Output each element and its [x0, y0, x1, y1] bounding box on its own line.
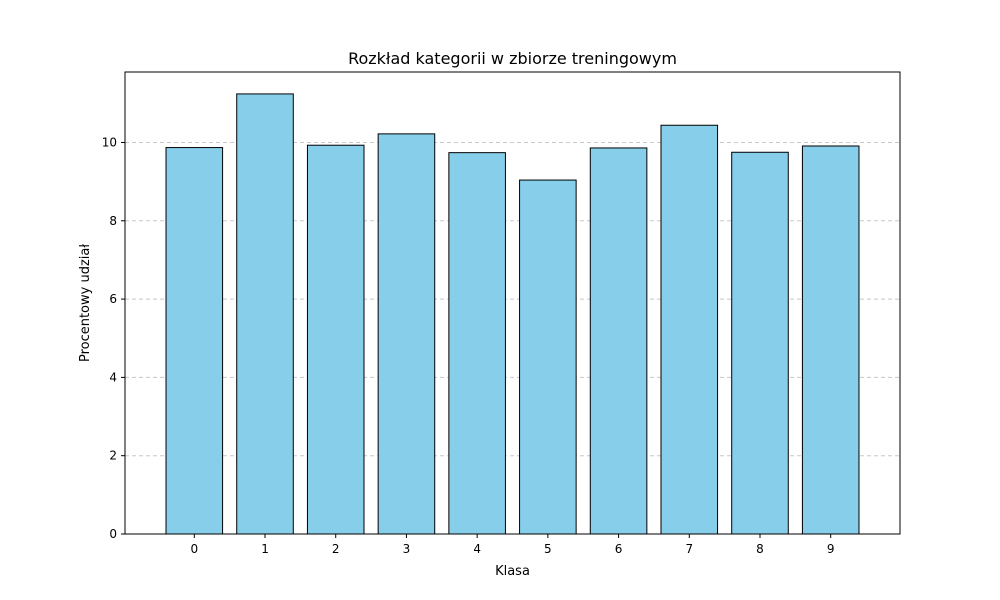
y-axis-ticks: 0 2 4 6 8 10	[102, 135, 125, 541]
bar-5	[519, 179, 577, 535]
chart-title: Rozkład kategorii w zbiorze treningowym	[348, 49, 677, 68]
bar-2	[306, 144, 365, 535]
y-tick-label: 2	[109, 449, 117, 463]
y-tick-label: 10	[102, 135, 117, 149]
x-tick-label: 9	[827, 542, 835, 556]
x-axis-ticks: 0 1 2 3 4 5 6 7 8 9	[190, 534, 835, 556]
plot-frame	[124, 71, 901, 535]
bar-4	[448, 152, 506, 535]
x-tick-label: 0	[190, 542, 198, 556]
y-tick-label: 4	[109, 370, 117, 384]
x-tick-label: 7	[685, 542, 693, 556]
x-tick-label: 4	[473, 542, 481, 556]
x-axis-label: Klasa	[495, 564, 530, 579]
bar-9	[801, 145, 860, 535]
bar-0	[165, 147, 224, 535]
x-tick-label: 1	[261, 542, 269, 556]
y-tick-label: 6	[109, 292, 117, 306]
y-tick-label: 0	[109, 527, 117, 541]
x-tick-label: 8	[756, 542, 764, 556]
bar-6	[589, 147, 648, 535]
x-tick-label: 3	[403, 542, 411, 556]
x-tick-label: 6	[615, 542, 623, 556]
bar-3	[377, 133, 436, 535]
bar-7	[660, 124, 719, 535]
bar-1	[236, 93, 294, 535]
y-tick-label: 8	[109, 214, 117, 228]
x-tick-label: 5	[544, 542, 552, 556]
x-tick-label: 2	[332, 542, 340, 556]
y-axis-label: Procentowy udział	[78, 244, 93, 362]
bars	[165, 93, 860, 535]
bar-8	[731, 151, 789, 535]
